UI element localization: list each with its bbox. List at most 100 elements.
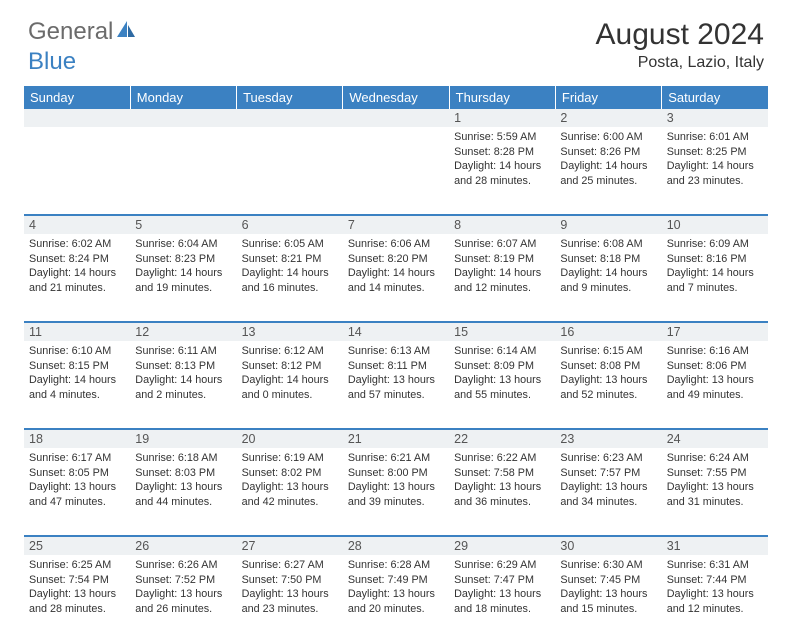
day-number: 25 (24, 536, 130, 555)
daynum-row: 25262728293031 (24, 536, 768, 555)
day-number: 22 (449, 429, 555, 448)
day-details: Sunrise: 5:59 AMSunset: 8:28 PMDaylight:… (454, 130, 550, 188)
title-block: August 2024 Posta, Lazio, Italy (596, 18, 764, 72)
week-row: Sunrise: 6:25 AMSunset: 7:54 PMDaylight:… (24, 555, 768, 643)
day-number (130, 109, 236, 127)
day-number (237, 109, 343, 127)
day-cell: Sunrise: 6:24 AMSunset: 7:55 PMDaylight:… (662, 448, 768, 536)
day-cell: Sunrise: 6:09 AMSunset: 8:16 PMDaylight:… (662, 234, 768, 322)
day-details: Sunrise: 6:10 AMSunset: 8:15 PMDaylight:… (29, 344, 125, 402)
day-number: 5 (130, 215, 236, 234)
day-details: Sunrise: 6:21 AMSunset: 8:00 PMDaylight:… (348, 451, 444, 509)
day-cell: Sunrise: 6:19 AMSunset: 8:02 PMDaylight:… (237, 448, 343, 536)
week-row: Sunrise: 6:17 AMSunset: 8:05 PMDaylight:… (24, 448, 768, 536)
week-row: Sunrise: 5:59 AMSunset: 8:28 PMDaylight:… (24, 127, 768, 215)
day-details: Sunrise: 6:22 AMSunset: 7:58 PMDaylight:… (454, 451, 550, 509)
day-cell: Sunrise: 6:13 AMSunset: 8:11 PMDaylight:… (343, 341, 449, 429)
day-details: Sunrise: 6:19 AMSunset: 8:02 PMDaylight:… (242, 451, 338, 509)
day-cell (130, 127, 236, 215)
day-number: 30 (555, 536, 661, 555)
day-number: 19 (130, 429, 236, 448)
day-number: 2 (555, 109, 661, 127)
day-details: Sunrise: 6:29 AMSunset: 7:47 PMDaylight:… (454, 558, 550, 616)
logo-text-general: General (28, 18, 113, 46)
day-cell: Sunrise: 6:15 AMSunset: 8:08 PMDaylight:… (555, 341, 661, 429)
day-cell: Sunrise: 6:11 AMSunset: 8:13 PMDaylight:… (130, 341, 236, 429)
day-number: 13 (237, 322, 343, 341)
day-details: Sunrise: 6:30 AMSunset: 7:45 PMDaylight:… (560, 558, 656, 616)
day-number: 10 (662, 215, 768, 234)
day-number: 31 (662, 536, 768, 555)
day-details: Sunrise: 6:18 AMSunset: 8:03 PMDaylight:… (135, 451, 231, 509)
day-details: Sunrise: 6:02 AMSunset: 8:24 PMDaylight:… (29, 237, 125, 295)
day-number: 1 (449, 109, 555, 127)
day-number: 8 (449, 215, 555, 234)
day-details: Sunrise: 6:09 AMSunset: 8:16 PMDaylight:… (667, 237, 763, 295)
day-cell: Sunrise: 6:26 AMSunset: 7:52 PMDaylight:… (130, 555, 236, 643)
day-details: Sunrise: 6:05 AMSunset: 8:21 PMDaylight:… (242, 237, 338, 295)
day-cell: Sunrise: 6:18 AMSunset: 8:03 PMDaylight:… (130, 448, 236, 536)
day-number: 15 (449, 322, 555, 341)
day-cell: Sunrise: 6:25 AMSunset: 7:54 PMDaylight:… (24, 555, 130, 643)
day-number: 16 (555, 322, 661, 341)
day-cell (343, 127, 449, 215)
day-cell: Sunrise: 6:22 AMSunset: 7:58 PMDaylight:… (449, 448, 555, 536)
daynum-row: 45678910 (24, 215, 768, 234)
day-details: Sunrise: 6:04 AMSunset: 8:23 PMDaylight:… (135, 237, 231, 295)
day-number: 17 (662, 322, 768, 341)
daynum-row: 11121314151617 (24, 322, 768, 341)
day-cell: Sunrise: 6:31 AMSunset: 7:44 PMDaylight:… (662, 555, 768, 643)
day-details: Sunrise: 6:07 AMSunset: 8:19 PMDaylight:… (454, 237, 550, 295)
weekday-header: Sunday (24, 86, 130, 109)
day-details: Sunrise: 6:06 AMSunset: 8:20 PMDaylight:… (348, 237, 444, 295)
location: Posta, Lazio, Italy (596, 54, 764, 72)
day-number: 20 (237, 429, 343, 448)
day-cell (237, 127, 343, 215)
day-cell: Sunrise: 6:05 AMSunset: 8:21 PMDaylight:… (237, 234, 343, 322)
day-cell: Sunrise: 6:07 AMSunset: 8:19 PMDaylight:… (449, 234, 555, 322)
day-number (343, 109, 449, 127)
weekday-header: Wednesday (343, 86, 449, 109)
logo-text-blue: Blue (28, 48, 76, 76)
day-details: Sunrise: 6:27 AMSunset: 7:50 PMDaylight:… (242, 558, 338, 616)
day-number: 21 (343, 429, 449, 448)
day-details: Sunrise: 6:17 AMSunset: 8:05 PMDaylight:… (29, 451, 125, 509)
day-details: Sunrise: 6:12 AMSunset: 8:12 PMDaylight:… (242, 344, 338, 402)
day-cell: Sunrise: 6:00 AMSunset: 8:26 PMDaylight:… (555, 127, 661, 215)
week-row: Sunrise: 6:10 AMSunset: 8:15 PMDaylight:… (24, 341, 768, 429)
day-cell: Sunrise: 6:29 AMSunset: 7:47 PMDaylight:… (449, 555, 555, 643)
day-details: Sunrise: 6:31 AMSunset: 7:44 PMDaylight:… (667, 558, 763, 616)
day-details: Sunrise: 6:14 AMSunset: 8:09 PMDaylight:… (454, 344, 550, 402)
day-cell: Sunrise: 6:02 AMSunset: 8:24 PMDaylight:… (24, 234, 130, 322)
logo: General (28, 18, 137, 46)
day-number: 28 (343, 536, 449, 555)
day-details: Sunrise: 6:01 AMSunset: 8:25 PMDaylight:… (667, 130, 763, 188)
day-number: 26 (130, 536, 236, 555)
day-details: Sunrise: 6:08 AMSunset: 8:18 PMDaylight:… (560, 237, 656, 295)
day-cell: Sunrise: 6:08 AMSunset: 8:18 PMDaylight:… (555, 234, 661, 322)
header: General August 2024 Posta, Lazio, Italy (0, 0, 792, 80)
day-cell: Sunrise: 5:59 AMSunset: 8:28 PMDaylight:… (449, 127, 555, 215)
day-number: 23 (555, 429, 661, 448)
weekday-header: Tuesday (237, 86, 343, 109)
day-cell: Sunrise: 6:10 AMSunset: 8:15 PMDaylight:… (24, 341, 130, 429)
month-title: August 2024 (596, 18, 764, 52)
day-number: 29 (449, 536, 555, 555)
day-cell: Sunrise: 6:30 AMSunset: 7:45 PMDaylight:… (555, 555, 661, 643)
day-cell (24, 127, 130, 215)
daynum-row: 123 (24, 109, 768, 127)
day-cell: Sunrise: 6:04 AMSunset: 8:23 PMDaylight:… (130, 234, 236, 322)
day-number: 7 (343, 215, 449, 234)
weekday-header: Saturday (662, 86, 768, 109)
day-number: 11 (24, 322, 130, 341)
day-details: Sunrise: 6:28 AMSunset: 7:49 PMDaylight:… (348, 558, 444, 616)
day-cell: Sunrise: 6:01 AMSunset: 8:25 PMDaylight:… (662, 127, 768, 215)
day-number: 24 (662, 429, 768, 448)
day-cell: Sunrise: 6:17 AMSunset: 8:05 PMDaylight:… (24, 448, 130, 536)
weekday-header: Friday (555, 86, 661, 109)
day-cell: Sunrise: 6:14 AMSunset: 8:09 PMDaylight:… (449, 341, 555, 429)
day-details: Sunrise: 6:00 AMSunset: 8:26 PMDaylight:… (560, 130, 656, 188)
day-number: 4 (24, 215, 130, 234)
day-cell: Sunrise: 6:28 AMSunset: 7:49 PMDaylight:… (343, 555, 449, 643)
day-cell: Sunrise: 6:27 AMSunset: 7:50 PMDaylight:… (237, 555, 343, 643)
